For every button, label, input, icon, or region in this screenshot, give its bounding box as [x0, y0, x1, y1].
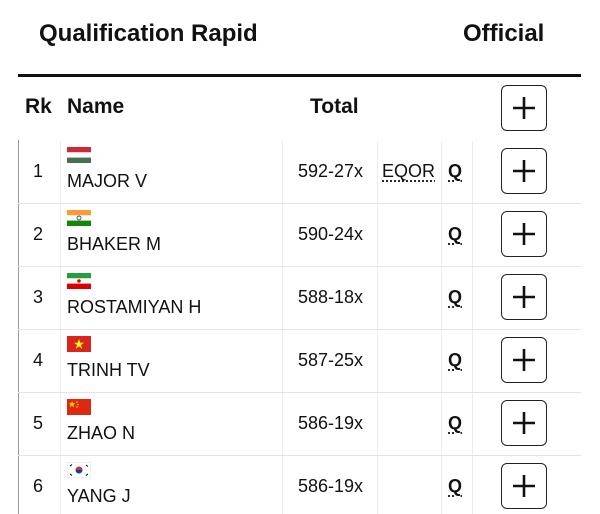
column-separator	[377, 267, 378, 329]
rank: 1	[32, 161, 43, 181]
expand-button[interactable]	[501, 337, 547, 383]
column-separator	[472, 141, 473, 203]
rank: 2	[32, 224, 43, 244]
athlete-name: YANG J	[67, 486, 131, 506]
column-separator	[60, 141, 61, 203]
total: 590-24x	[298, 224, 364, 244]
column-separator	[282, 267, 283, 329]
column-separator	[377, 141, 378, 203]
expand-all-button[interactable]	[501, 85, 547, 131]
divider	[18, 74, 581, 77]
result-row: 6 YANG J 586-19x Q	[18, 456, 581, 514]
column-separator	[472, 456, 473, 514]
flag-icon	[67, 399, 91, 415]
flag-icon	[67, 336, 91, 352]
column-separator	[441, 393, 442, 455]
qualification-status: Q	[448, 224, 463, 244]
flag	[67, 273, 91, 294]
result-row: 3 ROSTAMIYAN H 588-18x Q	[18, 267, 581, 330]
column-separator	[282, 330, 283, 392]
athlete-name: MAJOR V	[67, 171, 148, 191]
plus-icon	[513, 286, 535, 308]
flag	[66, 461, 92, 483]
flag-icon	[67, 147, 91, 163]
rank: 5	[32, 413, 43, 433]
column-separator	[282, 204, 283, 266]
athlete-name: BHAKER M	[67, 234, 162, 254]
column-separator	[441, 330, 442, 392]
column-separator	[377, 330, 378, 392]
athlete-name: TRINH TV	[67, 360, 150, 380]
result-row: 5 ZHAO N 586-19x Q	[18, 393, 581, 456]
column-separator	[60, 267, 61, 329]
col-rank: Rk	[25, 95, 52, 118]
column-separator	[441, 267, 442, 329]
plus-icon	[513, 475, 535, 497]
qualification-status: Q	[448, 413, 463, 433]
column-separator	[60, 204, 61, 266]
qualification-status: Q	[448, 287, 463, 307]
plus-icon	[513, 223, 535, 245]
qualification-status: Q	[448, 476, 463, 496]
total: 592-27x	[298, 161, 364, 181]
left-border	[18, 140, 19, 514]
rank: 3	[32, 287, 43, 307]
col-name: Name	[67, 95, 125, 118]
flag	[67, 336, 91, 357]
athlete-name: ROSTAMIYAN H	[67, 297, 202, 317]
column-separator	[441, 141, 442, 203]
column-separator	[60, 393, 61, 455]
column-separator	[282, 141, 283, 203]
column-separator	[441, 456, 442, 514]
column-separator	[377, 393, 378, 455]
flag-icon	[66, 461, 92, 479]
rank: 4	[32, 350, 43, 370]
column-separator	[282, 393, 283, 455]
qualification-status: Q	[448, 161, 463, 181]
column-separator	[60, 456, 61, 514]
athlete-name: ZHAO N	[67, 423, 136, 443]
qualification-status: Q	[448, 350, 463, 370]
total: 588-18x	[298, 287, 364, 307]
total: 586-19x	[298, 413, 364, 433]
plus-icon	[513, 97, 535, 119]
plus-icon	[513, 160, 535, 182]
expand-button[interactable]	[501, 211, 547, 257]
column-separator	[282, 456, 283, 514]
column-separator	[441, 204, 442, 266]
column-separator	[377, 456, 378, 514]
column-separator	[60, 330, 61, 392]
result-row: 1 MAJOR V 592-27x EQOR Q	[18, 141, 581, 204]
flag	[67, 147, 91, 168]
flag	[67, 399, 91, 420]
expand-button[interactable]	[501, 274, 547, 320]
col-total: Total	[310, 95, 359, 118]
expand-button[interactable]	[501, 463, 547, 509]
result-row: 2 BHAKER M 590-24x Q	[18, 204, 581, 267]
record: EQOR	[382, 161, 436, 181]
result-row: 4 TRINH TV 587-25x Q	[18, 330, 581, 393]
flag-icon	[67, 273, 91, 289]
plus-icon	[513, 412, 535, 434]
plus-icon	[513, 349, 535, 371]
flag-icon	[67, 210, 91, 226]
column-separator	[377, 204, 378, 266]
column-separator	[472, 204, 473, 266]
column-separator	[472, 267, 473, 329]
total: 586-19x	[298, 476, 364, 496]
total: 587-25x	[298, 350, 364, 370]
expand-button[interactable]	[501, 148, 547, 194]
expand-button[interactable]	[501, 400, 547, 446]
column-separator	[472, 393, 473, 455]
official-label: Official	[463, 20, 545, 47]
column-separator	[472, 330, 473, 392]
title: Qualification Rapid	[39, 20, 258, 47]
flag	[67, 210, 91, 231]
rank: 6	[32, 476, 43, 496]
